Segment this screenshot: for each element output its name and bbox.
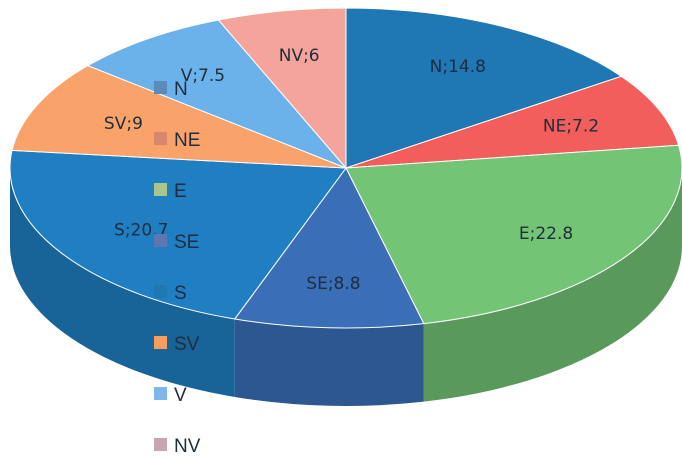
- legend-label-SV: SV: [174, 334, 200, 355]
- pie-sides: [10, 168, 682, 406]
- data-label-V: V;7.5: [181, 66, 225, 86]
- legend-label-NE: NE: [174, 130, 200, 151]
- pie-side-S: [10, 168, 235, 397]
- data-label-SV: SV;9: [104, 114, 143, 134]
- data-label-NV: NV;6: [279, 46, 320, 66]
- pie-side-SE: [234, 318, 424, 406]
- pie-slice-N: [345, 7, 623, 169]
- legend-swatch-NV: [154, 438, 167, 451]
- legend-swatch-SE: [154, 234, 167, 247]
- legend-swatch-V: [154, 387, 167, 400]
- data-label-E: E;22.8: [519, 224, 573, 244]
- data-label-N: N;14.8: [430, 57, 486, 77]
- pie-slice-SE: [233, 167, 425, 329]
- pie-tops: [9, 7, 682, 329]
- legend-swatch-S: [154, 285, 167, 298]
- pie-side-E: [423, 168, 682, 402]
- data-label-NE: NE;7.2: [543, 117, 599, 137]
- legend-label-E: E: [174, 181, 187, 202]
- legend-swatch-E: [154, 183, 167, 196]
- legend-label-S: S: [174, 283, 187, 304]
- legend-label-V: V: [174, 385, 187, 406]
- legend-swatch-NE: [154, 132, 167, 145]
- data-labels: N;14.8NE;7.2E;22.8SE;8.8S;20.7SV;9V;7.5N…: [104, 46, 599, 294]
- legend-swatch-SV: [154, 336, 167, 349]
- pie-slice-NV: [217, 7, 347, 170]
- pie-slice-V: [86, 19, 347, 169]
- legend-swatch-N: [154, 81, 167, 94]
- pie-slice-NE: [345, 75, 680, 169]
- legend-label-NV: NV: [174, 436, 201, 457]
- data-label-SE: SE;8.8: [306, 274, 360, 294]
- legend-label-N: N: [174, 79, 188, 100]
- pie-slice-SV: [11, 65, 347, 169]
- legend-label-SE: SE: [174, 232, 199, 253]
- pie-slice-S: [9, 149, 347, 320]
- legend: N NE E SE S SV V NV: [154, 79, 201, 457]
